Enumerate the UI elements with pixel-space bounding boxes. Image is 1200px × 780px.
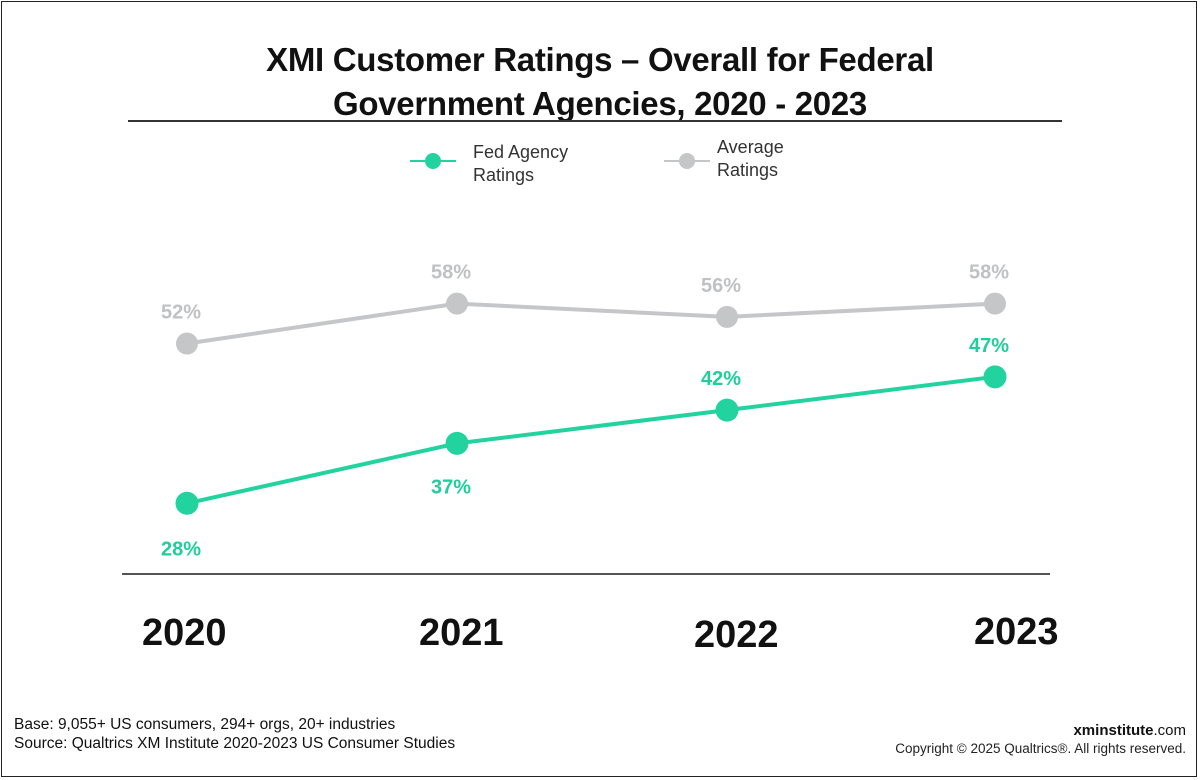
title-divider bbox=[128, 120, 1062, 122]
legend-avg-label-line-1: Average bbox=[717, 137, 784, 157]
legend-avg-label-line-2: Ratings bbox=[717, 160, 779, 180]
x-tick-label-2023: 2023 bbox=[974, 611, 1059, 653]
brand-name: xminstitute bbox=[1073, 722, 1154, 739]
chart-title: XMI Customer Ratings – Overall for Feder… bbox=[0, 38, 1200, 126]
legend-fed-label-line-2: Ratings bbox=[473, 165, 535, 185]
footer-brand: xminstitute.com Copyright © 2025 Qualtri… bbox=[895, 722, 1186, 758]
data-point-fed-2020 bbox=[175, 491, 199, 515]
brand-logo-text: xminstitute.com bbox=[895, 722, 1186, 740]
x-tick-label-2020: 2020 bbox=[142, 612, 227, 654]
chart-title-line-2: Government Agencies, 2020 - 2023 bbox=[333, 85, 867, 122]
legend-fed-label-line-1: Fed Agency bbox=[473, 142, 569, 162]
data-point-fed-2023 bbox=[983, 365, 1007, 389]
data-label-fed-2020: 28% bbox=[161, 538, 201, 560]
copyright-text: Copyright © 2025 Qualtrics®. All rights … bbox=[895, 741, 1186, 756]
footer-base: Base: 9,055+ US consumers, 294+ orgs, 20… bbox=[14, 716, 396, 733]
x-tick-label-2022: 2022 bbox=[694, 614, 779, 656]
footer-source: Source: Qualtrics XM Institute 2020-2023… bbox=[14, 735, 456, 752]
series-line-fed bbox=[186, 374, 996, 506]
data-point-avg-2022 bbox=[716, 305, 738, 328]
data-point-fed-2022 bbox=[715, 398, 739, 422]
data-label-avg-2021: 58% bbox=[431, 262, 471, 284]
brand-suffix: .com bbox=[1153, 722, 1186, 739]
chart-title-line-1: XMI Customer Ratings – Overall for Feder… bbox=[266, 41, 934, 78]
data-label-avg-2023: 58% bbox=[969, 262, 1009, 284]
x-tick-label-2021: 2021 bbox=[419, 612, 504, 654]
data-point-avg-2020 bbox=[176, 332, 198, 355]
legend-fed-marker bbox=[425, 153, 441, 169]
data-label-fed-2022: 42% bbox=[701, 368, 741, 390]
footer-notes: Base: 9,055+ US consumers, 294+ orgs, 20… bbox=[14, 715, 455, 753]
data-label-fed-2023: 47% bbox=[969, 335, 1009, 357]
legend-fed-swatch bbox=[410, 153, 456, 169]
data-point-fed-2021 bbox=[445, 431, 469, 455]
legend-avg-swatch bbox=[664, 153, 710, 169]
data-point-avg-2021 bbox=[446, 292, 468, 315]
legend-avg-marker bbox=[679, 153, 695, 169]
legend-fed-label: Fed Agency Ratings bbox=[473, 141, 568, 187]
series-line-avg bbox=[186, 301, 996, 346]
x-axis-baseline bbox=[122, 573, 1050, 575]
data-label-fed-2021: 37% bbox=[431, 476, 471, 498]
data-label-avg-2020: 52% bbox=[161, 302, 201, 324]
data-label-avg-2022: 56% bbox=[701, 275, 741, 297]
data-point-avg-2023 bbox=[984, 292, 1006, 315]
legend-avg-label: Average Ratings bbox=[717, 136, 784, 182]
